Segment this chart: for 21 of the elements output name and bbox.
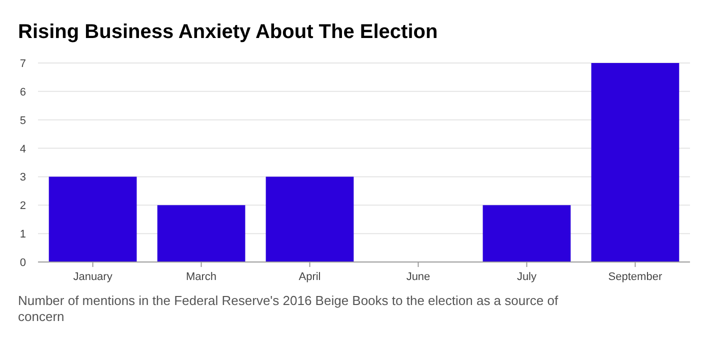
bar (591, 63, 680, 262)
y-tick-label: 2 (20, 200, 26, 212)
y-tick-label: 0 (20, 257, 26, 269)
x-tick-label: September (608, 271, 662, 283)
x-tick-label: July (516, 271, 538, 283)
y-tick-label: 4 (20, 143, 26, 156)
bar (266, 176, 354, 262)
x-tick-label: January (73, 271, 113, 283)
y-tick-label: 1 (20, 228, 26, 241)
x-tick-label: June (406, 271, 430, 283)
bar (482, 205, 571, 262)
y-tick-label: 3 (20, 172, 26, 184)
y-tick-label: 7 (20, 58, 26, 70)
x-tick-label: March (186, 271, 217, 283)
chart-title: Rising Business Anxiety About The Election (18, 21, 438, 43)
bar (48, 176, 137, 262)
bar (157, 205, 246, 262)
y-tick-label: 5 (20, 114, 26, 127)
x-tick-label: April (298, 271, 321, 283)
y-tick-label: 6 (20, 86, 26, 98)
text: Number of mentions in the Federal Reserve's 2016 Beige Books to the election as a source of concern (18, 293, 559, 324)
